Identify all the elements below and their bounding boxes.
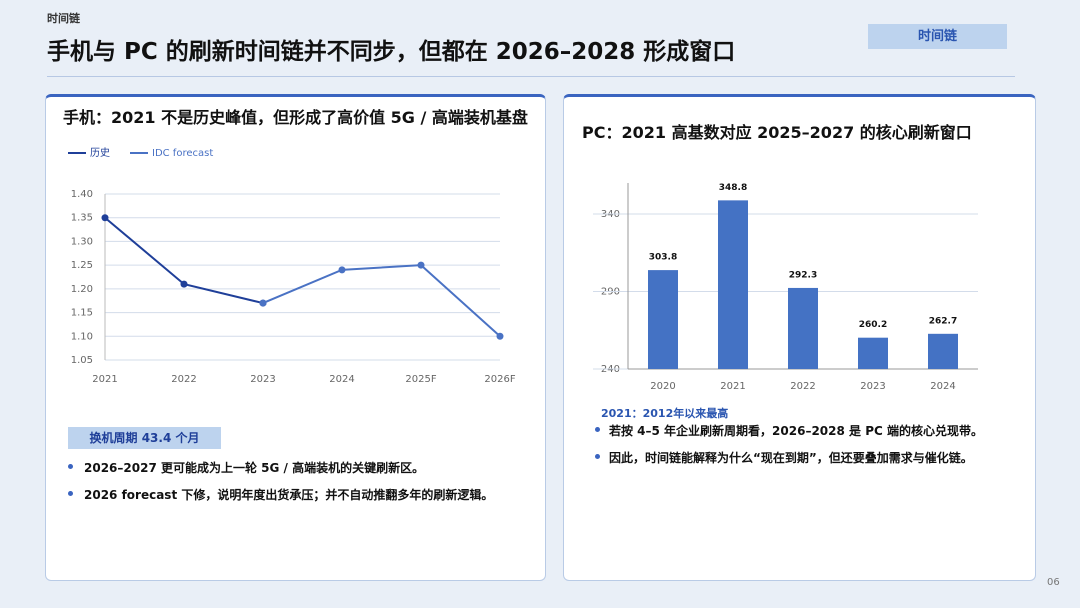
x-tick-label: 2020 [650,381,675,392]
data-label: 348.8 [719,183,747,193]
section-label: 时间链 [47,12,80,25]
series-line [104,216,264,305]
bullet: 2026 forecast 下修，说明年度出货承压；并不自动推翻多年的刷新逻辑。 [84,488,494,502]
bullet-dot [595,454,600,459]
point [259,299,267,307]
x-tick-label: 2024 [329,374,354,385]
x-tick-label: 2022 [790,381,815,392]
divider [47,76,1015,77]
point [417,261,425,269]
x-tick-label: 2022 [171,374,196,385]
bullet: 2026–2027 更可能成为上一轮 5G / 高端装机的关键刷新区。 [84,461,425,475]
y-tick-label: 1.35 [71,213,93,224]
page-number: 06 [1047,577,1060,588]
bullet-dot [68,491,73,496]
x-tick-label: 2023 [250,374,275,385]
x-tick-label: 2024 [930,381,955,392]
note: 2021：2012年以来最高 [601,407,729,420]
x-tick-label: 2026F [484,374,515,385]
y-tick-label: 1.40 [71,189,93,200]
bar [718,200,748,369]
x-tick-label: 2025F [405,374,436,385]
tag: 时间链 [868,24,1007,49]
bar [788,287,818,369]
bullet: 因此，时间链能解释为什么“现在到期”，但还要叠加需求与催化链。 [609,451,973,465]
slide-title: 手机与 PC 的刷新时间链并不同步，但都在 2026–2028 形成窗口 [47,39,736,65]
legend-label: 历史 [90,147,110,159]
chart-title: 手机：2021 不是历史峰值，但形成了高价值 5G / 高端装机基盘 [63,108,528,127]
point [101,214,109,222]
bar [858,337,888,369]
point [496,332,504,340]
y-tick-label: 1.30 [71,236,93,247]
y-tick-label: 1.25 [71,260,93,271]
y-tick-label: 1.15 [71,308,93,319]
bullet-dot [68,464,73,469]
data-label: 262.7 [929,316,957,326]
point [180,280,188,288]
bar [648,270,678,369]
data-label: 260.2 [859,320,887,330]
bar [928,333,958,369]
legend-label: IDC forecast [152,148,213,159]
bullet-dot [595,427,600,432]
y-tick-label: 1.05 [71,355,93,366]
left-card [45,94,546,581]
series-line [262,264,501,338]
data-label: 303.8 [649,253,677,263]
point [338,266,346,274]
y-tick-label: 1.20 [71,284,93,295]
bullet: 若按 4–5 年企业刷新周期看，2026–2028 是 PC 端的核心兑现带。 [609,424,983,438]
x-tick-label: 2021 [92,374,117,385]
x-tick-label: 2021 [720,381,745,392]
x-tick-label: 2023 [860,381,885,392]
data-label: 292.3 [789,270,817,280]
y-tick-label: 1.10 [71,331,93,342]
chart-title: PC：2021 高基数对应 2025–2027 的核心刷新窗口 [582,123,972,142]
badge: 换机周期 43.4 个月 [68,427,221,449]
